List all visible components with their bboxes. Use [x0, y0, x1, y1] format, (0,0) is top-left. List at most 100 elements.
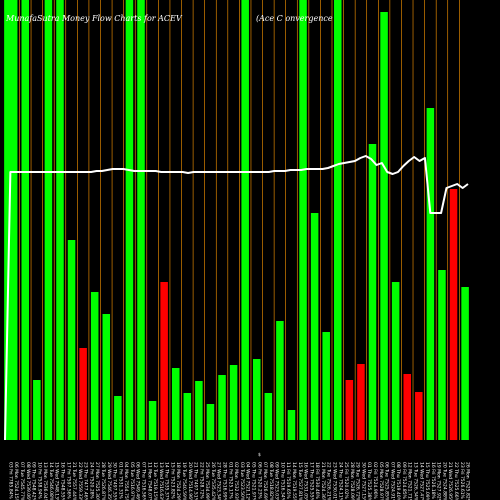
- x-tick-label: 12 Tue 7519.15%: [152, 462, 158, 500]
- flow-bar: [9, 0, 18, 440]
- x-tick-label: 22 Tue 7526.21%: [326, 462, 332, 500]
- x-tick-label: 07 Thu 7516.56%: [141, 462, 147, 500]
- x-tick-label: 18 Mon 7524.29%: [175, 462, 181, 500]
- x-tick-label: 25 Mon 7534.99%: [204, 462, 210, 500]
- x-tick-label: 01 Fri 7525.17%: [227, 462, 233, 500]
- x-tick-label: 16 Thu 7548.55%: [59, 462, 65, 500]
- x-tick-label: 25 Fri 7520.02%: [343, 462, 349, 500]
- x-tick-label: 29 Tue 7526.72%: [355, 462, 361, 500]
- flow-bar: [415, 392, 423, 440]
- flow-bar: [310, 213, 319, 440]
- x-tick-label: 09 Fri 7524.85%: [401, 462, 407, 500]
- x-tick-label: 30 Wed 7527.15%: [360, 462, 366, 500]
- x-tick-label: 17 Fri 7597.56%: [65, 462, 71, 500]
- x-tick-label: 23 Thu 7477.46%: [83, 462, 89, 500]
- flow-bar: [67, 240, 76, 440]
- flow-bar: [44, 0, 53, 440]
- x-tick-label: 17 Thu 7525.55%: [308, 462, 314, 500]
- flow-bar: [21, 0, 30, 440]
- flow-bar: [438, 270, 446, 440]
- x-tick-label: 08 Wed 7539.06%: [25, 462, 31, 500]
- x-tick-label: 12 Mon 7521.71%: [407, 462, 413, 500]
- x-tick-label: 28 Thu 7516.99%: [222, 462, 228, 500]
- x-tick-label: 19 Mon 7527.92%: [436, 462, 442, 500]
- x-tick-label: 15 Tue 7527.81%: [297, 462, 303, 500]
- x-tick-label: 16 Wed 7531.05%: [303, 462, 309, 500]
- x-tick-label: 21 Mon 7524.36%: [320, 462, 326, 500]
- x-tick-label: 04 Mon 7554.75%: [123, 462, 129, 500]
- flow-bar: [79, 348, 87, 440]
- x-tick-label: 16 Fri 7526.18%: [430, 462, 436, 500]
- flow-bar: [183, 393, 192, 440]
- x-tick-label: 08 Tue 7518.82%: [268, 462, 274, 500]
- x-tick-label: 24 Fri 7520.28%: [88, 462, 94, 500]
- x-tick-label: 26 Tue 7535.42%: [210, 462, 216, 500]
- flow-bar: [276, 321, 284, 440]
- x-tick-label: 10 Fri 7538.94%: [36, 462, 42, 500]
- flow-bar: [299, 0, 307, 440]
- x-tick-label: 22 Wed 7559.33%: [77, 462, 83, 500]
- flow-bar: [171, 368, 180, 440]
- flow-bar: [206, 404, 215, 440]
- x-tick-label: 29 Wed 7546.35%: [106, 462, 112, 500]
- center-marker: $: [258, 452, 261, 458]
- x-tick-label: 15 Fri 7523.82%: [169, 462, 175, 500]
- x-tick-label: 09 Thu 7548.42%: [31, 462, 37, 500]
- flow-bar: [368, 144, 377, 440]
- flow-bar: [252, 359, 261, 440]
- x-tick-label: 27 Mon 7525.30%: [94, 462, 100, 500]
- x-tick-label: 21 Tue 7557.44%: [71, 462, 77, 500]
- flow-bar: [357, 364, 365, 440]
- x-tick-label: 11 Mon 7548.07%: [146, 462, 152, 500]
- x-tick-label: 10 Thu 7516.34%: [279, 462, 285, 500]
- x-tick-label: 23 Fri 7526.61%: [459, 462, 465, 500]
- x-tick-label: 04 Wed 7521.12%: [245, 462, 251, 500]
- x-tick-label: 11 Fri 7519.65%: [285, 462, 291, 500]
- flow-bar: [56, 0, 64, 440]
- money-flow-line: [4, 155, 469, 441]
- grid-lines: [7, 0, 460, 440]
- x-tick-label: 09 Wed 7523.03%: [274, 462, 280, 500]
- x-tick-label: 02 Mon 7532.93%: [233, 462, 239, 500]
- bars: [4, 0, 469, 440]
- flow-bar: [241, 0, 249, 440]
- x-tick-label: 01 Thu 7525.38%: [366, 462, 372, 500]
- chart-title-left: MunafaSutra Money Flow Charts for ACEV: [5, 14, 183, 23]
- x-tick-label: 06 Mon 7524.15%: [13, 462, 19, 500]
- x-tick-label: 05 Thu 7521.97%: [250, 462, 256, 500]
- flow-bar: [160, 282, 168, 440]
- flow-bar: [391, 282, 400, 440]
- flow-bar: [114, 396, 122, 440]
- flow-bar: [322, 332, 330, 440]
- x-tick-label: 18 Fri 7530.46%: [314, 462, 320, 500]
- flow-bar: [287, 410, 296, 440]
- x-tick-label: 22 Fri 7528.72%: [198, 462, 204, 500]
- x-tick-label: 26 Mon 7525.82%: [465, 462, 471, 500]
- flow-bar: [125, 0, 134, 440]
- x-tick-label: 27 Wed 7523.34%: [216, 462, 222, 500]
- x-tick-label: 14 Wed 7527.47%: [418, 462, 424, 500]
- x-tick-label: 24 Thu 7524.11%: [337, 462, 343, 500]
- x-tick-label: 15 Thu 7525.09%: [424, 462, 430, 500]
- x-tick-label: 06 Tue 7525.85%: [384, 462, 390, 500]
- flow-bar: [264, 393, 273, 440]
- flow-bar: [449, 189, 458, 440]
- x-tick-label: 14 Tue 7546.08%: [48, 462, 54, 500]
- x-tick-label: 06 Fri 7520.23%: [256, 462, 262, 500]
- flow-bar: [403, 374, 411, 440]
- flow-bar: [195, 381, 203, 440]
- x-tick-label: 30 Thu 7497.55%: [112, 462, 118, 500]
- flow-bar: [380, 12, 388, 440]
- x-tick-label: 03 Tue 7523.50%: [239, 462, 245, 500]
- x-tick-label: 08 Thu 7519.40%: [395, 462, 401, 500]
- flow-bar: [33, 380, 41, 440]
- x-tick-label: 13 Mon 7536.04%: [42, 462, 48, 500]
- flow-bar: [4, 0, 12, 440]
- x-tick-label: 06 Wed 7549.46%: [135, 462, 141, 500]
- x-tick-label: 21 Thu 7497.51%: [193, 462, 199, 500]
- x-tick-label: 20 Wed 7514.96%: [187, 462, 193, 500]
- flow-bar: [461, 287, 469, 440]
- x-tick-label: 20 Tue 7524.88%: [441, 462, 447, 500]
